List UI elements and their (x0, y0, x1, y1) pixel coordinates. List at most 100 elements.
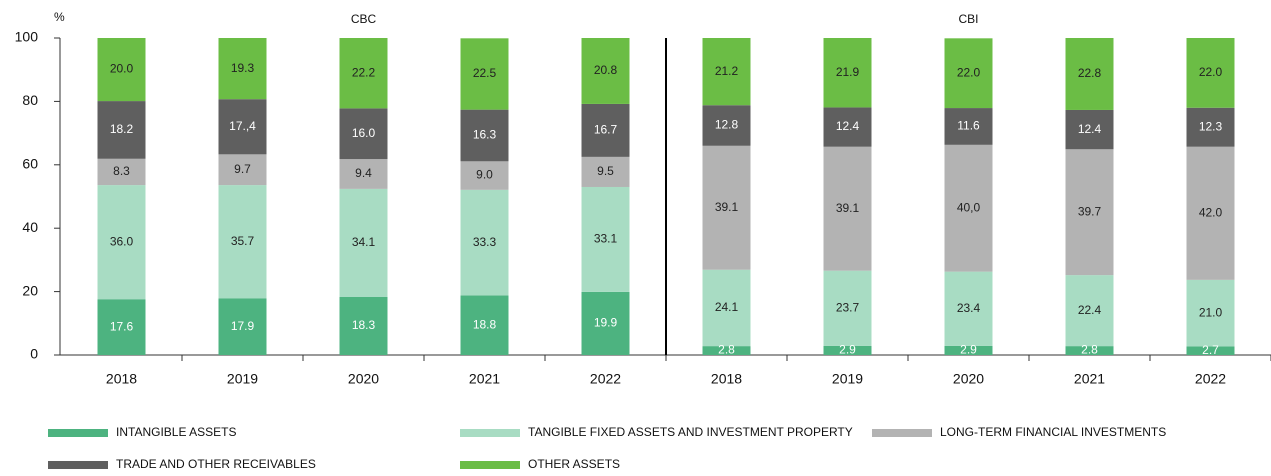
value-label: 22.0 (1199, 65, 1223, 79)
bar-segment (702, 346, 751, 355)
panel-title: CBI (958, 12, 978, 26)
bar-segment (702, 38, 751, 106)
legend-label: TANGIBLE FIXED ASSETS AND INVESTMENT PRO… (528, 425, 853, 439)
value-label: 33.3 (473, 235, 497, 249)
bar-segment (944, 271, 993, 346)
x-tick-label: 2022 (1195, 371, 1226, 387)
bar-segment (339, 108, 388, 160)
bar-segment (1065, 149, 1114, 276)
value-label: 2.8 (1081, 343, 1098, 357)
value-label: 36.0 (110, 234, 134, 248)
bar-segment (1186, 146, 1235, 280)
bar-segment (581, 103, 630, 157)
legend-label: TRADE AND OTHER RECEIVABLES (116, 457, 316, 471)
bar-segment (97, 185, 146, 300)
bar-segment (1186, 279, 1235, 347)
bar-segment (339, 38, 388, 109)
value-label: 2.8 (718, 343, 735, 357)
value-label: 21.0 (1199, 305, 1223, 319)
bar-segment (823, 38, 872, 108)
value-label: 23.7 (836, 300, 860, 314)
value-label: 2.9 (839, 343, 856, 357)
bar-segment (97, 101, 146, 159)
bar-segment (944, 345, 993, 355)
x-tick-label: 2020 (953, 371, 984, 387)
bar-segment (339, 188, 388, 297)
legend-label: INTANGIBLE ASSETS (116, 425, 236, 439)
value-label: 22.5 (473, 66, 497, 80)
bar-segment (97, 38, 146, 102)
value-label: 18.3 (352, 318, 376, 332)
y-tick-label: 20 (22, 282, 38, 298)
bar-segment (823, 345, 872, 355)
bar-segment (218, 298, 267, 355)
bar-segment (339, 159, 388, 189)
bar-segment (97, 158, 146, 186)
value-label: 33.1 (594, 232, 618, 246)
value-label: 20.0 (110, 62, 134, 76)
value-label: 16.3 (473, 128, 497, 142)
value-label: 2.9 (960, 343, 977, 357)
value-label: 42.0 (1199, 205, 1223, 219)
value-label: 9.0 (476, 168, 493, 182)
value-label: 23.4 (957, 301, 981, 315)
value-label: 11.6 (957, 119, 980, 133)
value-label: 19.3 (231, 61, 255, 75)
legend-label: OTHER ASSETS (528, 457, 620, 471)
bar-segment (581, 186, 630, 292)
legend-label: LONG-TERM FINANCIAL INVESTMENTS (940, 425, 1166, 439)
legend-swatch (48, 429, 108, 437)
x-tick-label: 2019 (227, 371, 258, 387)
value-label: 16.7 (594, 123, 618, 137)
x-tick-label: 2018 (106, 371, 137, 387)
legend-swatch (460, 429, 520, 437)
value-label: 20.8 (594, 63, 618, 77)
bar-segment (944, 38, 993, 109)
bar-segment (460, 189, 509, 296)
y-tick-label: 60 (22, 156, 38, 172)
value-label: 21.9 (836, 65, 860, 79)
x-tick-label: 2018 (711, 371, 742, 387)
value-label: 8.3 (113, 164, 130, 178)
bar-segment (1186, 107, 1235, 147)
x-tick-label: 2021 (469, 371, 500, 387)
value-label: 17.9 (231, 319, 255, 333)
bar-segment (702, 269, 751, 347)
x-tick-label: 2019 (832, 371, 863, 387)
value-label: 24.1 (715, 300, 739, 314)
bar-segment (218, 185, 267, 299)
value-label: 12.4 (836, 119, 860, 133)
value-label: 9.4 (355, 166, 372, 180)
value-label: 22.0 (957, 65, 981, 79)
value-label: 9.7 (234, 162, 251, 176)
y-tick-label: 40 (22, 219, 38, 235)
bar-segment (218, 154, 267, 186)
value-label: 16.0 (352, 126, 376, 140)
bar-segment (1186, 346, 1235, 355)
panel-title: CBC (351, 12, 377, 26)
bar-segment (823, 270, 872, 346)
bar-segment (702, 145, 751, 270)
value-label: 18.8 (473, 317, 497, 331)
bar-segment (339, 296, 388, 355)
bar-segment (460, 161, 509, 190)
y-tick-label: 100 (15, 29, 39, 45)
value-label: 22.4 (1078, 303, 1102, 317)
value-label: 12.4 (1078, 122, 1102, 136)
value-label: 19.9 (594, 316, 618, 330)
y-tick-label: 80 (22, 92, 38, 108)
bar-segment (97, 299, 146, 355)
bar-segment (581, 38, 630, 104)
x-tick-label: 2022 (590, 371, 621, 387)
bar-segment (1065, 346, 1114, 355)
value-label: 35.7 (231, 234, 255, 248)
legend-swatch (460, 461, 520, 469)
value-label: 2.7 (1202, 343, 1219, 357)
value-label: 34.1 (352, 235, 376, 249)
value-label: 18.2 (110, 122, 134, 136)
bar-segment (218, 99, 267, 155)
bars (97, 38, 1235, 355)
value-label: 39.7 (1078, 204, 1102, 218)
y-axis-label: % (54, 10, 65, 24)
